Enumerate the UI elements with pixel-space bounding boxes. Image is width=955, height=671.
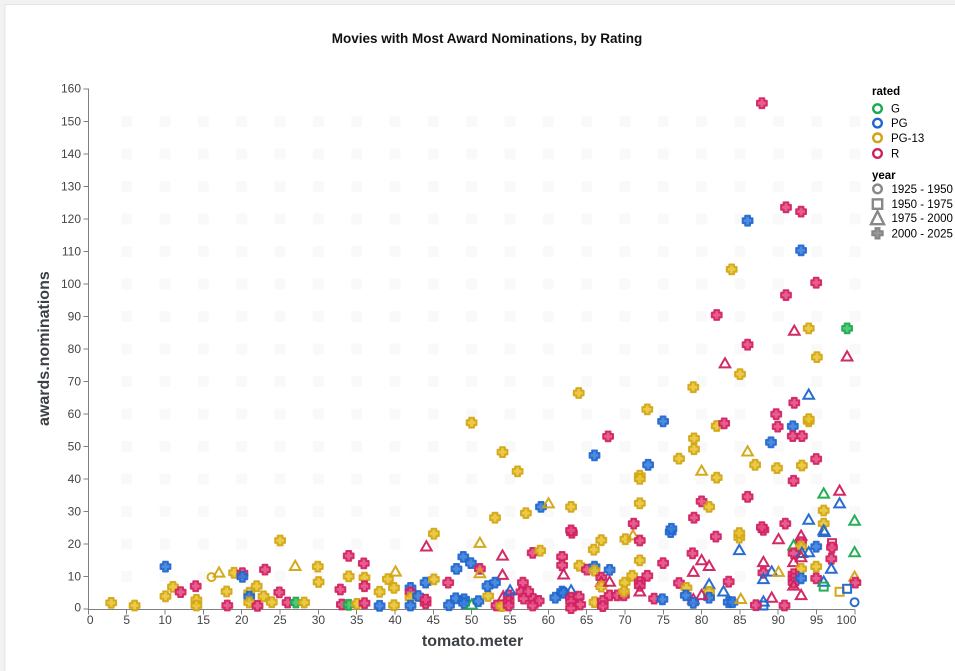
svg-text:160: 160 — [61, 82, 81, 96]
svg-text:20: 20 — [235, 613, 249, 627]
svg-text:110: 110 — [62, 245, 81, 259]
svg-text:50: 50 — [68, 440, 82, 454]
svg-text:75: 75 — [657, 613, 671, 627]
svg-text:100: 100 — [61, 277, 81, 291]
svg-text:0: 0 — [87, 613, 94, 627]
svg-text:10: 10 — [68, 570, 82, 584]
svg-text:60: 60 — [68, 407, 82, 421]
svg-text:100: 100 — [836, 613, 856, 627]
svg-text:120: 120 — [61, 212, 81, 226]
svg-text:PG: PG — [891, 118, 908, 130]
svg-text:awards.nominations: awards.nominations — [36, 271, 53, 426]
svg-text:30: 30 — [312, 613, 326, 627]
svg-text:1975 - 2000: 1975 - 2000 — [892, 213, 953, 225]
svg-text:55: 55 — [503, 613, 517, 627]
svg-text:70: 70 — [68, 375, 82, 389]
svg-text:1950 - 1975: 1950 - 1975 — [892, 199, 953, 211]
svg-text:25: 25 — [273, 613, 287, 627]
svg-text:20: 20 — [68, 537, 82, 551]
svg-text:PG-13: PG-13 — [891, 133, 924, 145]
svg-text:60: 60 — [542, 613, 556, 627]
svg-text:2000 - 2025: 2000 - 2025 — [892, 228, 953, 240]
svg-text:140: 140 — [61, 147, 81, 161]
svg-text:30: 30 — [68, 505, 82, 519]
svg-text:50: 50 — [465, 613, 479, 627]
svg-text:5: 5 — [123, 613, 130, 627]
svg-text:150: 150 — [61, 115, 81, 129]
svg-text:45: 45 — [427, 613, 441, 627]
svg-text:15: 15 — [197, 613, 211, 627]
svg-text:85: 85 — [733, 613, 747, 627]
svg-text:35: 35 — [350, 613, 364, 627]
svg-text:0: 0 — [74, 601, 81, 615]
svg-text:rated: rated — [872, 86, 900, 98]
svg-text:Movies with Most Award Nominat: Movies with Most Award Nominations, by R… — [332, 31, 643, 46]
svg-text:R: R — [891, 149, 899, 161]
svg-text:90: 90 — [772, 613, 786, 627]
svg-text:G: G — [891, 104, 900, 116]
svg-text:year: year — [872, 170, 896, 182]
svg-text:80: 80 — [695, 613, 709, 627]
svg-text:40: 40 — [68, 472, 82, 486]
svg-text:95: 95 — [810, 613, 824, 627]
svg-text:70: 70 — [618, 613, 632, 627]
svg-text:40: 40 — [388, 613, 402, 627]
svg-text:90: 90 — [68, 310, 82, 324]
svg-text:65: 65 — [580, 613, 594, 627]
svg-text:80: 80 — [68, 342, 82, 356]
svg-text:1925 - 1950: 1925 - 1950 — [892, 184, 953, 196]
svg-text:10: 10 — [158, 613, 172, 627]
svg-text:130: 130 — [61, 180, 81, 194]
svg-text:tomato.meter: tomato.meter — [422, 633, 523, 650]
